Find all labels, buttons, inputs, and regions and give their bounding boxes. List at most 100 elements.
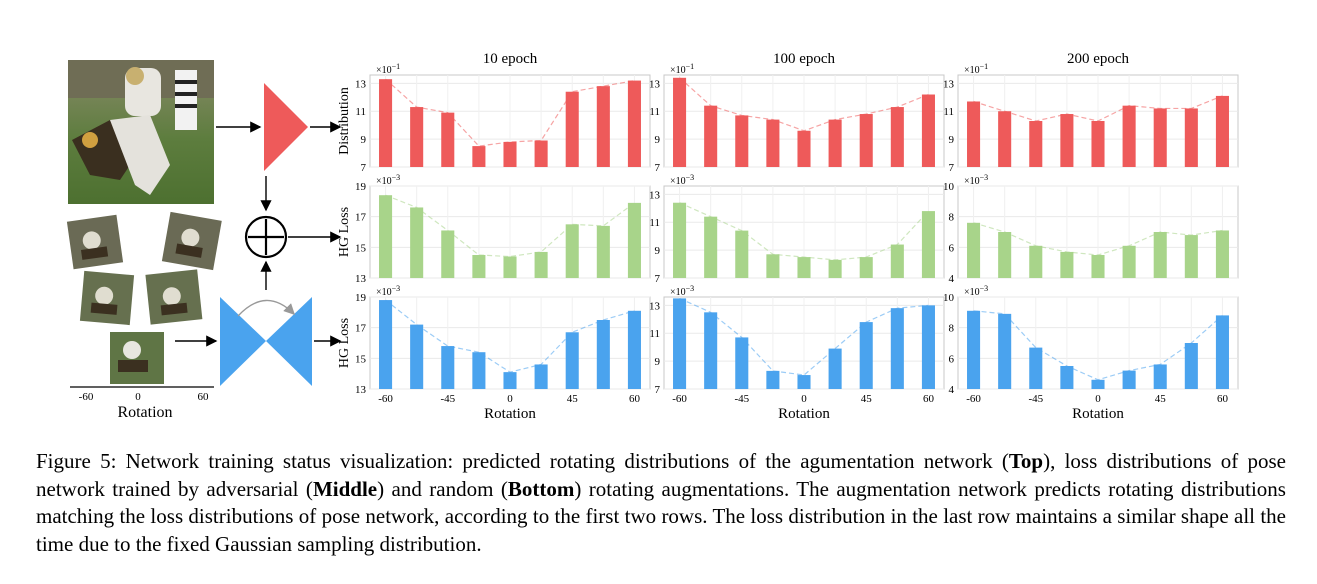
bar — [534, 364, 548, 389]
y-tick-label: 6 — [949, 242, 955, 254]
figure-caption: Figure 5: Network training status visual… — [36, 449, 1286, 556]
bar — [410, 207, 424, 278]
bar — [1184, 108, 1198, 167]
y-tick-label: 10 — [943, 292, 955, 304]
y-tick-label: 11 — [649, 328, 660, 340]
bar — [1122, 105, 1136, 167]
x-tick-label: 45 — [567, 393, 579, 405]
augmented-thumbnails — [66, 211, 222, 384]
bar — [627, 310, 641, 389]
y-tick-label: 13 — [943, 78, 955, 90]
chart-panel: 13 15 17 19 ×10−3 HG Loss — [337, 173, 651, 285]
bar — [472, 352, 486, 389]
chart-panel: 4 6 8 10 ×10−3 -60 -45 0 45 60 Rotation — [943, 284, 1239, 422]
x-tick-label: 0 — [801, 393, 807, 405]
bar — [503, 372, 517, 389]
left-rotation-axis: -60 0 60 Rotation — [70, 386, 214, 421]
bar — [1091, 121, 1105, 167]
bar — [967, 310, 981, 389]
chart-panel: 7 9 11 13 ×10−1 10 epoch Distribution — [337, 51, 651, 174]
y-tick-label: 11 — [649, 217, 660, 229]
network-diagram — [175, 83, 342, 386]
x-tick-label: 60 — [923, 393, 935, 405]
trend-line — [679, 77, 929, 132]
bar — [735, 230, 749, 278]
x-tick-label: -45 — [1028, 393, 1043, 405]
bar — [627, 80, 641, 167]
bar — [859, 114, 873, 167]
bar — [441, 230, 455, 278]
row-label: HG Loss — [337, 318, 352, 368]
bar — [921, 94, 935, 167]
y-tick-label: 9 — [655, 134, 661, 146]
bar — [673, 202, 687, 278]
bar — [1184, 343, 1198, 389]
y-tick-label: 7 — [949, 162, 955, 174]
y-tick-label: 13 — [649, 78, 661, 90]
bar — [565, 224, 579, 278]
y-tick-label: 9 — [655, 356, 661, 368]
y-tick-label: 4 — [949, 384, 955, 396]
y-tick-label: 13 — [649, 300, 661, 312]
bar — [766, 370, 780, 389]
bar — [797, 130, 811, 167]
y-multiplier: ×10−3 — [670, 284, 694, 298]
bar — [890, 244, 904, 278]
bar — [828, 119, 842, 167]
bar — [410, 324, 424, 389]
bar — [472, 255, 486, 278]
y-tick-label: 7 — [655, 162, 661, 174]
bar — [1215, 315, 1229, 389]
bar — [967, 222, 981, 278]
trend-line — [973, 310, 1223, 381]
bar — [766, 254, 780, 278]
y-multiplier: ×10−3 — [376, 173, 400, 187]
bar — [565, 332, 579, 389]
y-tick-label: 9 — [949, 134, 955, 146]
y-tick-label: 15 — [355, 242, 367, 254]
bar — [1091, 379, 1105, 389]
bar — [472, 146, 486, 167]
pose-network-left — [220, 297, 266, 386]
bar — [797, 375, 811, 389]
chart-panel: 4 6 8 10 ×10−3 — [943, 173, 1239, 285]
y-tick-label: 9 — [655, 245, 661, 257]
y-multiplier: ×10−3 — [670, 173, 694, 187]
bar — [890, 107, 904, 167]
x-axis-label: Rotation — [778, 406, 830, 422]
trend-line — [385, 299, 635, 373]
x-tick-label: 45 — [861, 393, 873, 405]
bar — [704, 312, 718, 389]
x-tick-label: 45 — [1155, 393, 1167, 405]
trend-line — [679, 202, 929, 261]
y-multiplier: ×10−1 — [376, 62, 400, 76]
chart-panel: 7 9 11 13 ×10−3 — [649, 173, 945, 285]
y-tick-label: 17 — [355, 212, 367, 224]
bar — [828, 259, 842, 278]
bar — [1122, 245, 1136, 278]
x-tick-label: -45 — [440, 393, 455, 405]
y-multiplier: ×10−3 — [964, 173, 988, 187]
y-tick-label: 19 — [355, 181, 367, 193]
bar — [797, 257, 811, 278]
x-axis-label: Rotation — [1072, 406, 1124, 422]
bar — [828, 348, 842, 389]
y-tick-label: 7 — [361, 162, 367, 174]
bar — [673, 298, 687, 389]
left-axis-tick: 0 — [135, 391, 141, 403]
chart-panel: 7 9 11 13 ×10−1 100 epoch — [649, 51, 945, 174]
bar — [1153, 232, 1167, 278]
bar — [1029, 121, 1043, 167]
y-multiplier: ×10−3 — [376, 284, 400, 298]
bar — [534, 251, 548, 278]
bar — [890, 308, 904, 389]
y-tick-label: 13 — [355, 384, 367, 396]
y-tick-label: 7 — [655, 273, 661, 285]
x-tick-label: 60 — [629, 393, 641, 405]
bar — [859, 322, 873, 389]
trend-line — [973, 222, 1223, 256]
x-tick-label: 0 — [1095, 393, 1101, 405]
chart-panel: 7 9 11 13 ×10−1 200 epoch — [943, 51, 1239, 174]
column-title: 100 epoch — [773, 51, 836, 67]
